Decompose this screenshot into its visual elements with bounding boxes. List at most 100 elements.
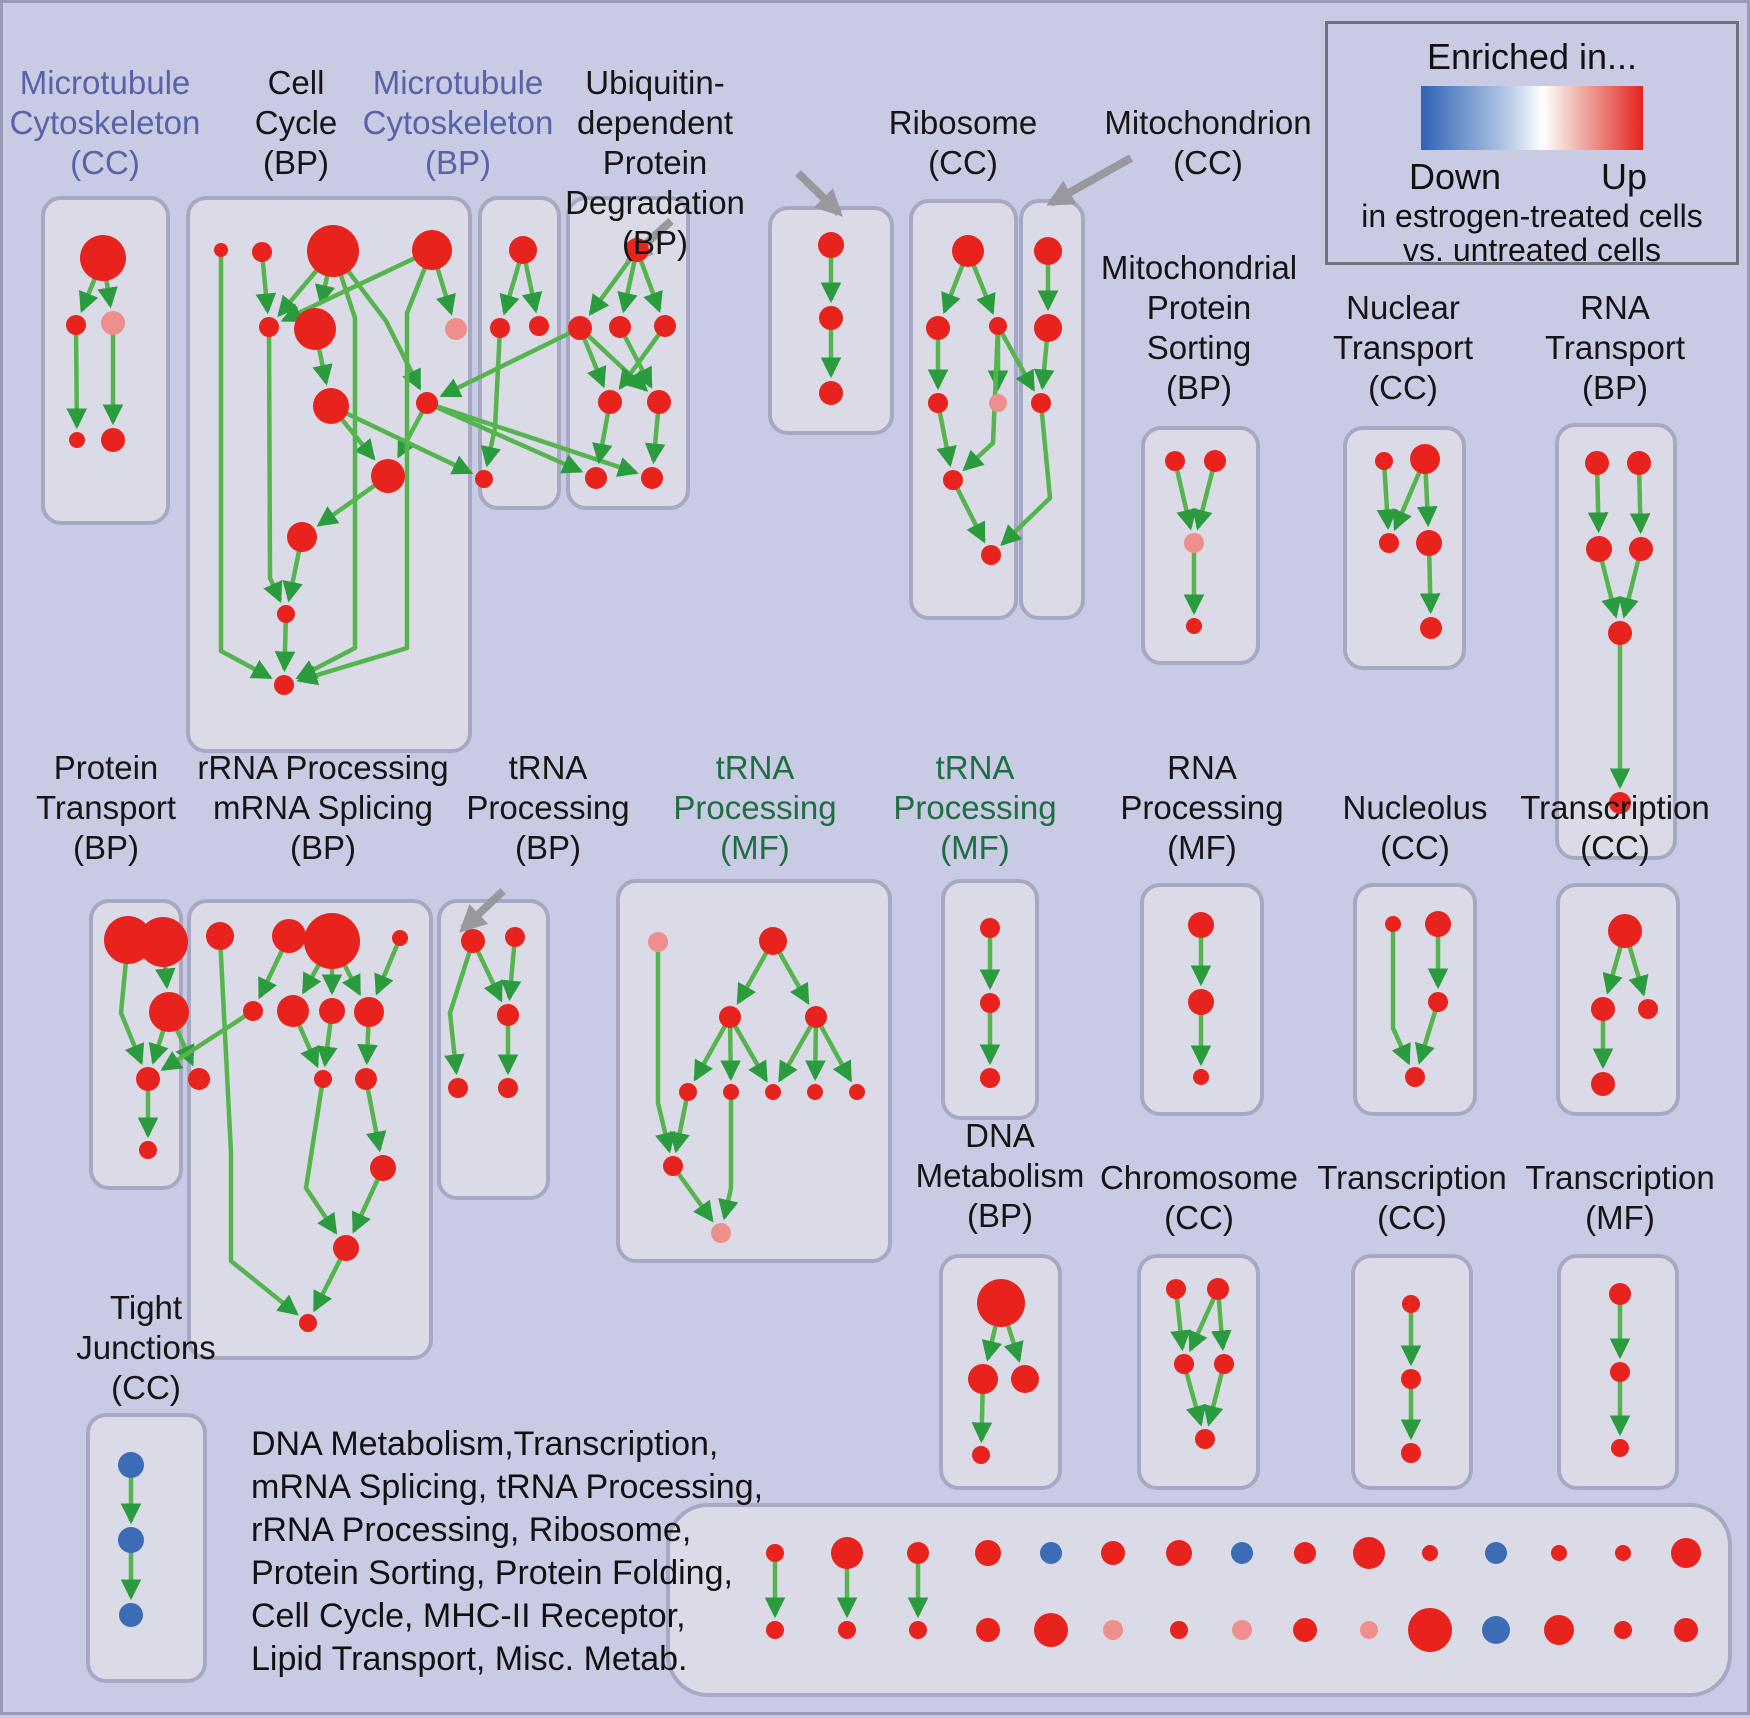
go-term-node-C2 — [490, 318, 510, 338]
go-term-node-P3 — [149, 992, 189, 1032]
label-tight-junctions-cc: Tight Junctions (CC) — [76, 1289, 216, 1406]
go-term-node-Ga12 — [1485, 1542, 1507, 1564]
merged-categories-note: DNA Metabolism,Transcription, mRNA Splic… — [251, 1425, 764, 1678]
go-term-node-G1 — [1165, 451, 1185, 471]
go-term-node-E3 — [989, 317, 1007, 335]
go-term-node-F2 — [1034, 314, 1062, 342]
go-term-node-Gb6 — [1103, 1620, 1123, 1640]
edge-arrow-Mv-Mpb — [671, 1164, 714, 1223]
go-term-node-J3 — [119, 1603, 143, 1627]
cluster-box-J — [86, 1413, 207, 1683]
go-term-node-Gb11 — [1408, 1608, 1452, 1652]
go-term-node-Rs3 — [319, 998, 345, 1024]
go-term-node-T3 — [497, 1004, 519, 1026]
go-term-node-Gb12 — [1482, 1616, 1510, 1644]
edge-arrow-P1-P4 — [118, 939, 145, 1066]
go-term-node-D1h — [641, 467, 663, 489]
go-term-node-B10 — [371, 459, 405, 493]
go-term-node-B4 — [412, 230, 452, 270]
go-term-node-D1d — [654, 315, 676, 337]
cluster-box-C — [478, 196, 561, 510]
label-nuclear-transport-cc: Nuclear Transport (CC) — [1333, 289, 1473, 406]
edge-arrow-E3-E6 — [962, 325, 1001, 472]
go-term-node-Ru1 — [314, 1070, 332, 1088]
go-term-node-U4 — [1405, 1067, 1425, 1087]
go-term-node-A3 — [101, 311, 125, 335]
edge-arrow-B5-B12 — [263, 326, 283, 604]
label-trna-processing-bp: tRNA Processing (BP) — [466, 749, 630, 866]
label-transcription-cc-row3: Transcription (CC) — [1317, 1159, 1507, 1236]
go-term-node-F3 — [1031, 393, 1051, 413]
go-term-node-T5 — [498, 1078, 518, 1098]
go-term-node-Mm2 — [805, 1006, 827, 1028]
go-term-node-Ga14 — [1615, 1545, 1631, 1561]
go-term-node-Ga3 — [907, 1542, 929, 1564]
go-term-node-Z3 — [1611, 1439, 1629, 1457]
go-term-node-E4 — [928, 393, 948, 413]
legend-up-label: Up — [1601, 156, 1648, 197]
label-protein-transport-bp: Protein Transport (BP) — [36, 749, 176, 866]
go-term-node-E6 — [943, 470, 963, 490]
go-term-node-T4 — [448, 1078, 468, 1098]
go-term-node-Gb3 — [909, 1621, 927, 1639]
go-term-node-Gb13 — [1544, 1615, 1574, 1645]
cluster-box-V — [1556, 883, 1680, 1116]
edge-arrow-Mb1-Mv — [669, 1091, 691, 1154]
go-term-node-D1a — [625, 238, 649, 262]
go-term-node-Ga7 — [1166, 1540, 1192, 1566]
go-term-node-N2 — [980, 993, 1000, 1013]
go-term-node-Gb5 — [1034, 1613, 1068, 1647]
go-term-node-I3 — [1586, 536, 1612, 562]
go-term-node-E5 — [989, 394, 1007, 412]
nodes-layer — [66, 225, 1701, 1652]
go-term-node-B12 — [277, 605, 295, 623]
go-term-node-C4 — [475, 470, 493, 488]
go-term-node-H4 — [1416, 530, 1442, 556]
go-term-node-Rs4 — [354, 997, 384, 1027]
go-term-node-Ga11 — [1422, 1545, 1438, 1561]
go-term-node-Rv2 — [333, 1235, 359, 1261]
cluster-box-U — [1353, 883, 1477, 1116]
edge-arrow-B9-D1g — [426, 400, 584, 474]
go-term-node-P2 — [138, 917, 188, 967]
go-term-node-I2 — [1627, 451, 1651, 475]
label-cell-cycle-bp: Cell Cycle (BP) — [254, 64, 338, 181]
go-term-node-Gb8 — [1232, 1620, 1252, 1640]
go-term-node-Gb9 — [1293, 1618, 1317, 1642]
go-term-node-Rbl — [188, 1068, 210, 1090]
go-term-node-D2a — [818, 232, 844, 258]
edge-arrow-B8-C4 — [330, 403, 474, 475]
go-term-node-B3 — [307, 225, 359, 277]
go-term-node-Ga5 — [1040, 1542, 1062, 1564]
go-term-node-Gb1 — [766, 1621, 784, 1639]
go-term-node-X4 — [1214, 1354, 1234, 1374]
edge-arrow-D1c-D1f — [618, 325, 653, 389]
label-microtubule-cytoskeleton-bp: Microtubule Cytoskeleton (BP) — [362, 64, 554, 181]
cluster-box-RR — [187, 899, 433, 1360]
go-term-node-Ga13 — [1551, 1545, 1567, 1561]
label-rrna-processing-mrna-splicing-bp: rRNA Processing mRNA Splicing (BP) — [197, 749, 449, 866]
edge-arrow-B3-B13 — [295, 250, 358, 680]
edge-arrow-Ru2-Rv1 — [363, 1078, 387, 1153]
edge-arrow-D1d-D1e — [618, 324, 667, 390]
go-term-node-Mt — [759, 927, 787, 955]
go-term-node-Mb5 — [849, 1084, 865, 1100]
label-pointer-arrow-2 — [795, 170, 843, 217]
go-term-node-Y2 — [1401, 1369, 1421, 1389]
go-term-node-N1 — [980, 918, 1000, 938]
edge-arrow-F3-E7 — [1000, 402, 1053, 547]
go-term-node-Z1 — [1609, 1283, 1631, 1305]
edge-arrow-D1b-B9 — [439, 325, 581, 398]
label-trna-processing-mf-2: tRNA Processing (MF) — [893, 749, 1057, 866]
go-term-node-Ga8 — [1231, 1542, 1253, 1564]
go-term-node-Rb — [299, 1314, 317, 1332]
go-term-node-Ga10 — [1353, 1537, 1385, 1569]
go-term-node-Gb7 — [1170, 1621, 1188, 1639]
label-ribosome-cc: Ribosome (CC) — [888, 104, 1038, 181]
go-term-node-Mv — [663, 1156, 683, 1176]
go-term-node-J2 — [118, 1527, 144, 1553]
go-term-node-Mb4 — [807, 1084, 823, 1100]
go-term-node-X1 — [1166, 1279, 1186, 1299]
go-term-node-M0 — [648, 932, 668, 952]
label-mitochondrial-protein-sorting-bp: Mitochondrial Protein Sorting (BP) — [1100, 249, 1298, 406]
